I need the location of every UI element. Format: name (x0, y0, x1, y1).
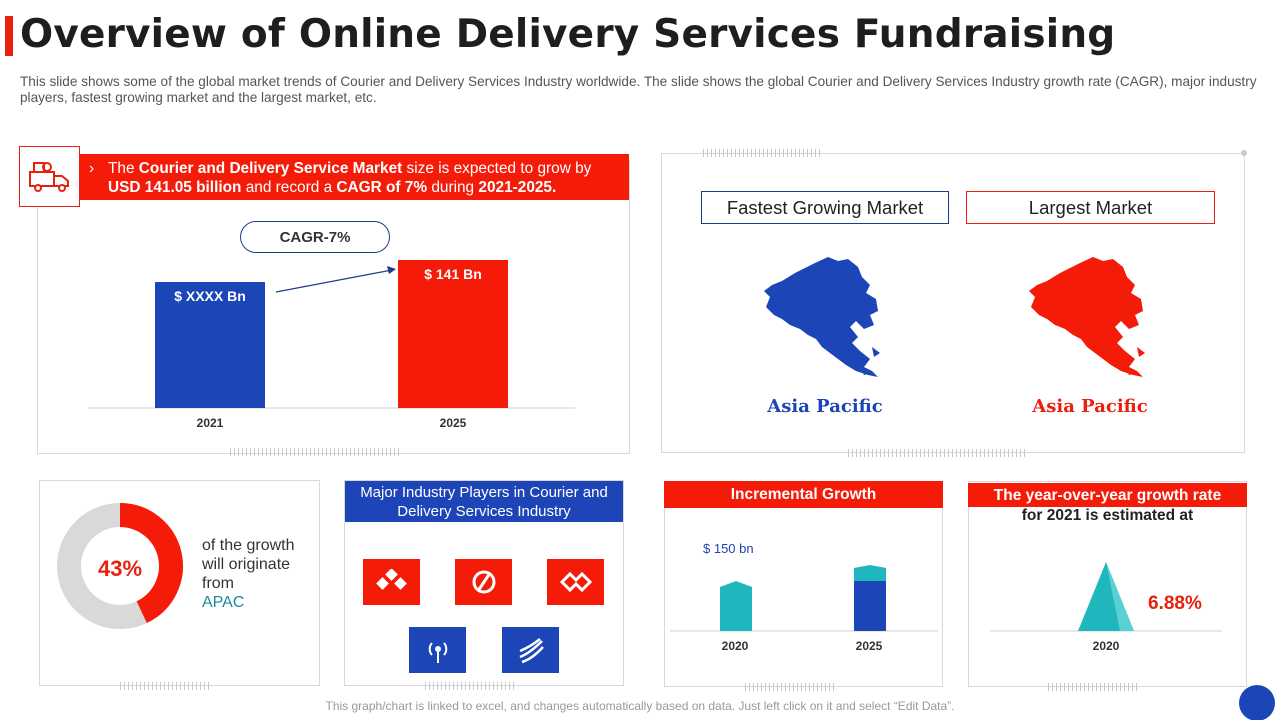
truck-icon (19, 146, 80, 207)
corner-circle-decoration (1239, 685, 1275, 720)
fastest-market-region: Asia Pacific (767, 396, 883, 417)
axis-label-2020: 2020 (1092, 639, 1120, 653)
bar-label-2021: $ XXXX Bn (174, 288, 246, 304)
yoy-growth-value: 6.88% (1148, 593, 1202, 614)
incremental-growth-chart (670, 565, 938, 632)
yoy-triangle-shade (1106, 562, 1134, 631)
antenna-logo-icon (409, 627, 466, 673)
footer-note: This graph/chart is linked to excel, and… (325, 699, 955, 713)
bar-label-2025: $ 141 Bn (424, 266, 482, 282)
circle-slash-logo-icon (455, 559, 512, 605)
chevron-right-icon: › (89, 160, 95, 177)
largest-market-tag: Largest Market (966, 191, 1215, 224)
asia-pacific-map-blue-icon (764, 257, 880, 377)
fastest-growing-market-tag: Fastest Growing Market (701, 191, 949, 224)
wing-logo-icon (502, 627, 559, 673)
handshake-logo-icon (547, 559, 604, 605)
apac-share-description: of the growth will originate from APAC (202, 537, 295, 611)
bar-2020 (720, 581, 752, 631)
page-subtitle: This slide shows some of the global mark… (20, 74, 1257, 105)
panel-decoration (848, 449, 1028, 457)
panel-decoration (425, 682, 515, 690)
page-title: Overview of Online Delivery Services Fun… (20, 12, 1116, 57)
panel-decoration (230, 448, 400, 456)
bar-2021 (155, 282, 265, 408)
arrow-head (387, 266, 396, 274)
bar-2025-top (854, 565, 886, 581)
axis-label-2021: 2021 (196, 416, 224, 430)
players-heading: Major Industry Players in Courier and De… (345, 481, 623, 522)
axis-label-2020: 2020 (721, 639, 749, 653)
yoy-growth-subheading: for 2021 is estimated at (1021, 507, 1194, 524)
bar-2025 (398, 260, 508, 408)
incremental-value-label: $ 150 bn (703, 541, 754, 556)
asia-pacific-map-red-icon (1029, 257, 1145, 377)
market-size-panel (37, 160, 630, 454)
apac-share-percent: 43% (97, 556, 143, 581)
axis-label-2025: 2025 (439, 416, 467, 430)
axis-label-2025: 2025 (855, 639, 883, 653)
market-size-callout: › The Courier and Delivery Service Marke… (80, 154, 629, 200)
panel-decoration (703, 149, 823, 157)
apac-share-arc (119, 503, 183, 623)
cagr-badge: CAGR-7% (240, 221, 390, 253)
largest-market-region: Asia Pacific (1032, 396, 1148, 417)
bar-2025 (854, 581, 886, 631)
corner-dot-decoration (1241, 150, 1247, 156)
incremental-growth-heading: Incremental Growth (664, 481, 943, 508)
panel-decoration (120, 682, 210, 690)
yoy-growth-chart (990, 562, 1222, 632)
yoy-growth-heading: The year-over-year growth rate (968, 483, 1247, 507)
title-accent-bar (5, 16, 13, 56)
diamond-logo-icon (363, 559, 420, 605)
panel-decoration (1048, 683, 1138, 691)
growth-bar-chart (88, 260, 575, 409)
incremental-growth-panel (664, 481, 943, 687)
panel-decoration (745, 683, 835, 691)
growth-arrow (275, 269, 393, 293)
apac-share-donut (57, 503, 183, 629)
